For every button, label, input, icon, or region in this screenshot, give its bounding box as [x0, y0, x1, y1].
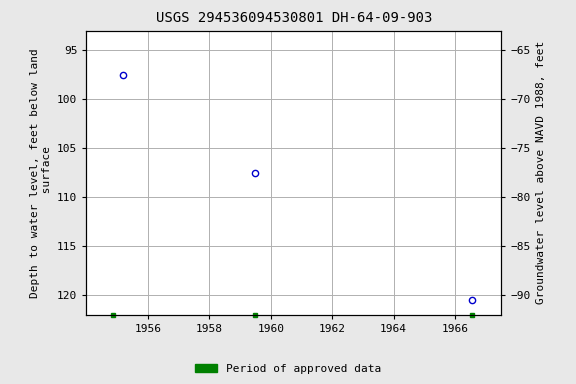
Legend: Period of approved data: Period of approved data — [191, 359, 385, 379]
Y-axis label: Groundwater level above NAVD 1988, feet: Groundwater level above NAVD 1988, feet — [536, 41, 546, 305]
Y-axis label: Depth to water level, feet below land
 surface: Depth to water level, feet below land su… — [30, 48, 52, 298]
Title: USGS 294536094530801 DH-64-09-903: USGS 294536094530801 DH-64-09-903 — [156, 12, 432, 25]
